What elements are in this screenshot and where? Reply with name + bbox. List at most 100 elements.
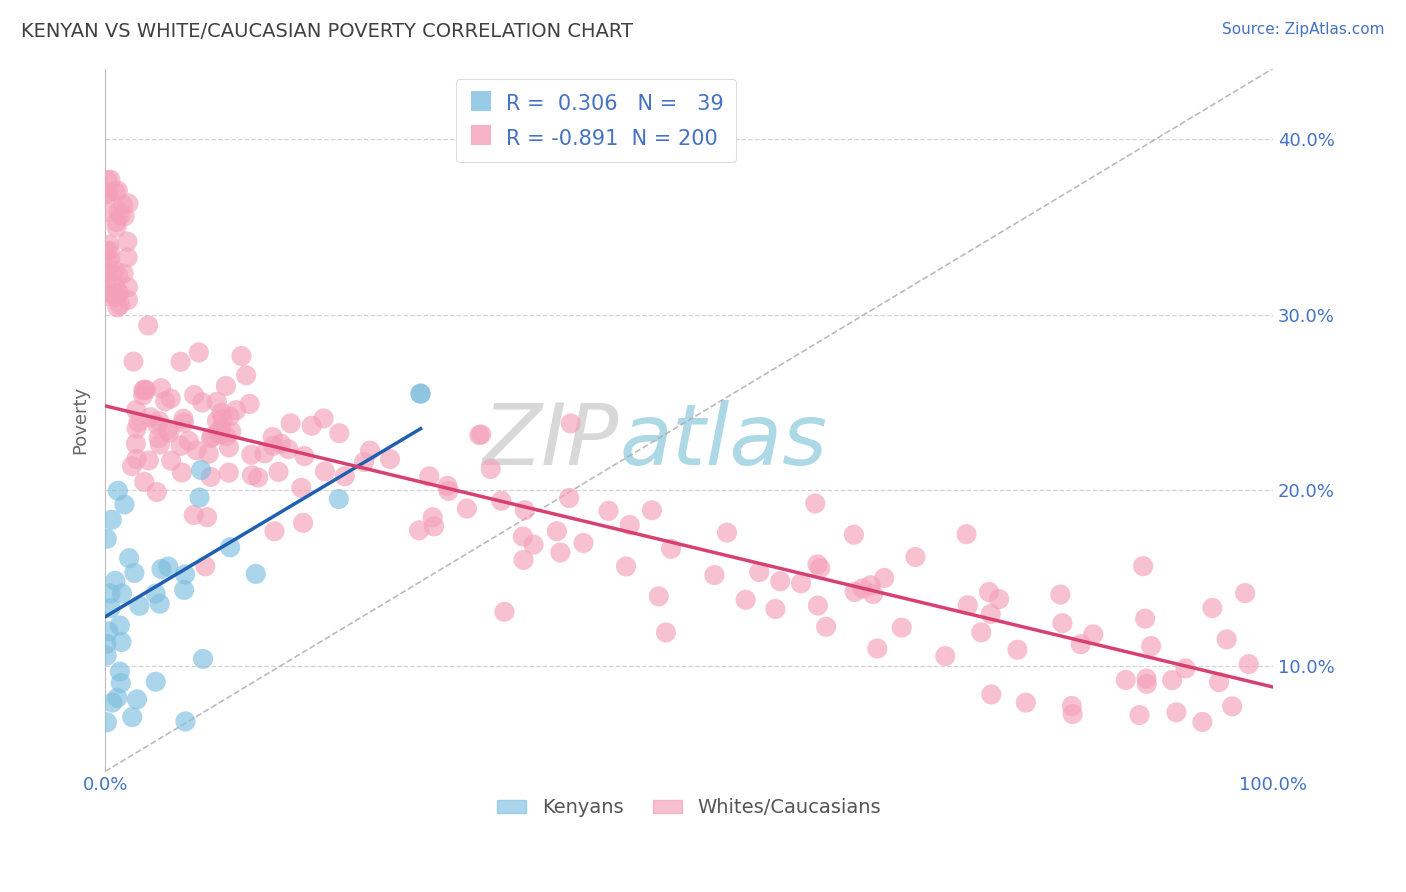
Point [110,208,132,222]
Point [734,592,756,607]
Point [240,448,263,462]
Point [408,524,430,538]
Point [815,620,838,634]
Point [121,459,143,474]
Point [436,479,458,493]
Point [209,406,232,420]
Point [1083,627,1105,641]
Point [359,443,381,458]
Point [96,205,118,219]
Point [1128,708,1150,723]
Point [294,449,316,463]
Point [1062,707,1084,722]
Point [1215,632,1237,647]
Point [422,510,444,524]
Point [262,439,284,453]
Point [550,545,572,559]
Point [153,394,176,409]
Point [121,710,143,724]
Point [197,447,219,461]
Point [218,466,240,480]
Point [96,187,118,202]
Point [215,429,238,443]
Point [150,381,173,395]
Point [219,541,242,555]
Point [173,416,195,430]
Point [866,641,889,656]
Point [980,607,1002,621]
Point [807,599,830,613]
Point [205,414,228,428]
Point [209,427,232,442]
Point [1136,677,1159,691]
Point [134,475,156,489]
Point [1208,675,1230,690]
Point [157,559,180,574]
Point [159,392,181,406]
Point [105,690,128,705]
Point [1049,588,1071,602]
Point [200,431,222,445]
Point [112,267,135,281]
Point [808,561,831,575]
Point [201,430,224,444]
Point [114,209,136,223]
Point [328,491,350,506]
Point [1166,706,1188,720]
Point [125,452,148,467]
Point [456,501,478,516]
Point [659,541,682,556]
Point [174,714,197,729]
Point [842,527,865,541]
Point [132,384,155,398]
Point [247,470,270,484]
Legend: Kenyans, Whites/Caucasians: Kenyans, Whites/Caucasians [489,790,889,825]
Point [353,455,375,469]
Y-axis label: Poverty: Poverty [72,386,89,454]
Point [468,428,491,442]
Point [146,485,169,500]
Point [1060,698,1083,713]
Point [110,676,132,690]
Point [955,527,977,541]
Point [104,574,127,588]
Point [716,525,738,540]
Point [513,503,536,517]
Point [748,565,770,579]
Point [145,674,167,689]
Point [118,551,141,566]
Point [125,437,148,451]
Point [96,715,118,730]
Point [200,470,222,484]
Point [100,172,122,186]
Point [125,403,148,417]
Point [1015,696,1038,710]
Point [98,237,121,252]
Point [107,268,129,283]
Point [97,254,120,268]
Point [763,602,786,616]
Point [117,251,139,265]
Point [195,510,218,524]
Point [1070,637,1092,651]
Point [157,425,180,440]
Point [1140,639,1163,653]
Point [104,278,127,293]
Point [301,418,323,433]
Point [138,453,160,467]
Text: KENYAN VS WHITE/CAUCASIAN POVERTY CORRELATION CHART: KENYAN VS WHITE/CAUCASIAN POVERTY CORREL… [21,22,633,41]
Point [240,468,263,483]
Point [988,592,1011,607]
Point [806,558,828,572]
Point [703,568,725,582]
Point [292,516,315,530]
Point [1115,673,1137,687]
Point [107,184,129,198]
Point [290,481,312,495]
Point [218,441,240,455]
Point [225,403,247,417]
Point [956,598,979,612]
Point [804,496,827,510]
Point [160,454,183,468]
Point [572,536,595,550]
